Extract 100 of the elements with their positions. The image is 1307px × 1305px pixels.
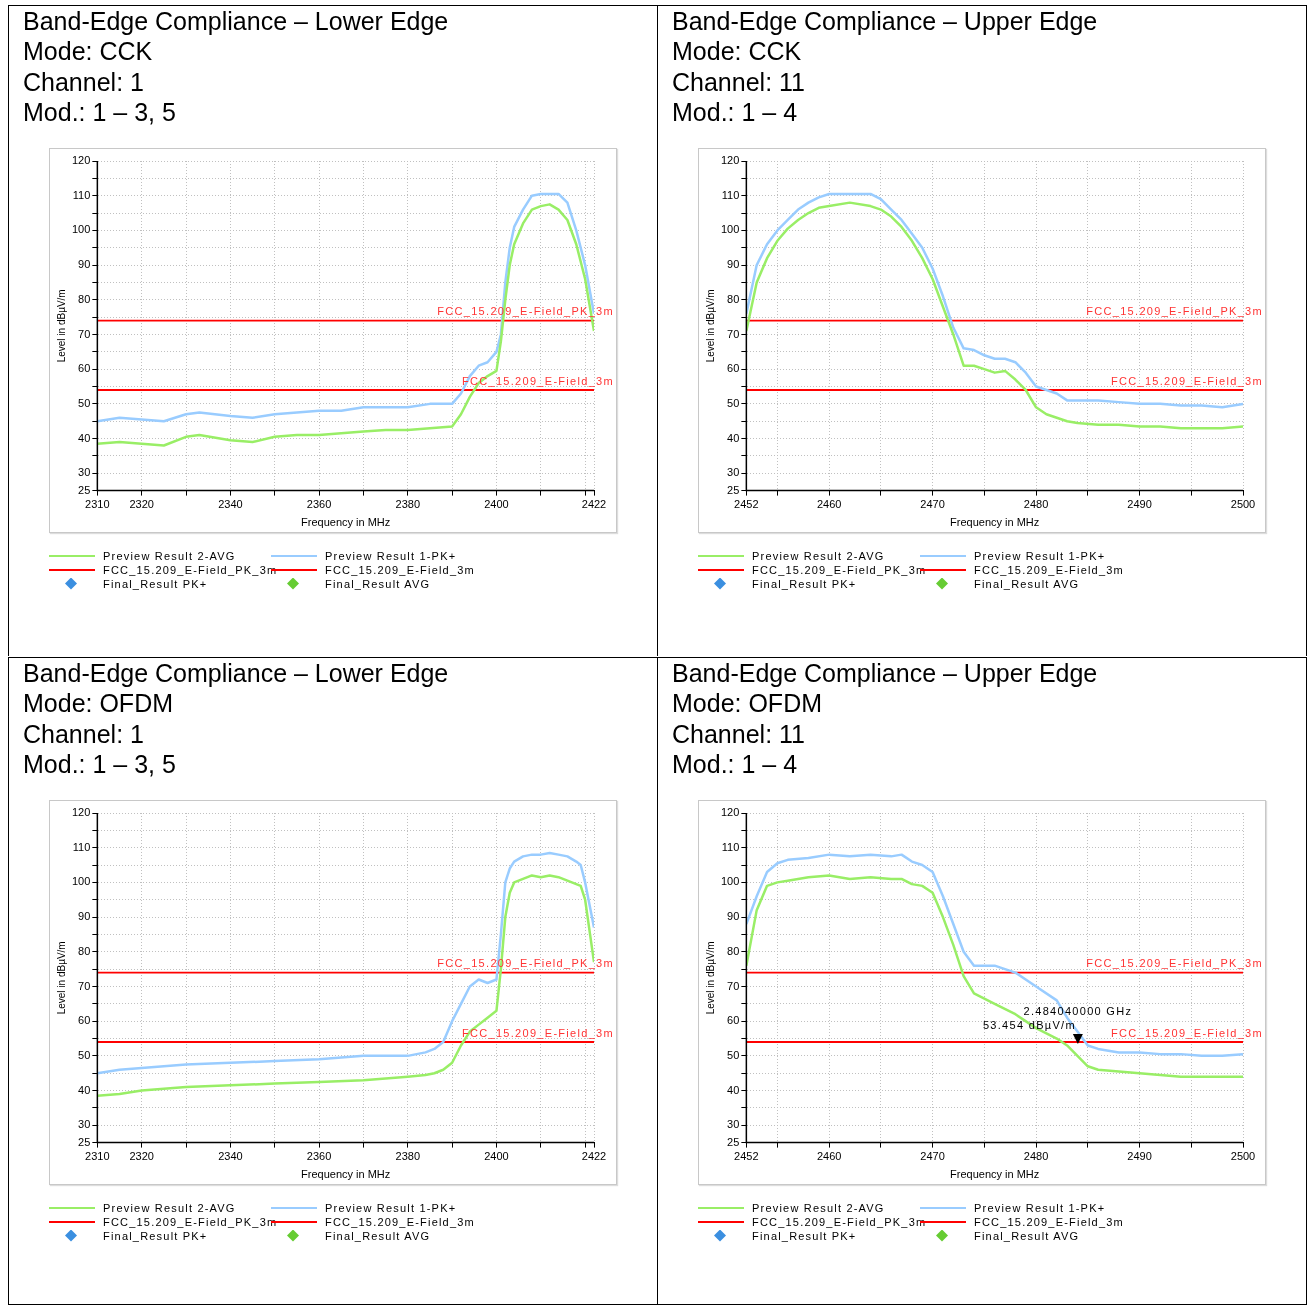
x-axis-title: Frequency in MHz bbox=[301, 1168, 391, 1181]
x-tick-label: 2490 bbox=[1127, 498, 1152, 511]
x-tick-label: 2380 bbox=[395, 1150, 420, 1163]
legend-label: Preview Result 2-AVG bbox=[752, 549, 885, 562]
y-tick-label: 120 bbox=[71, 806, 91, 819]
y-tick-label: 50 bbox=[727, 1048, 740, 1061]
x-tick-label: 2460 bbox=[816, 1150, 842, 1163]
y-tick-label: 25 bbox=[78, 483, 91, 496]
x-tick-label: 2500 bbox=[1230, 1150, 1256, 1163]
y-tick-label: 60 bbox=[727, 1014, 740, 1027]
legend-label: Final_Result AVG bbox=[325, 577, 431, 590]
chart-title: Band-Edge Compliance – Upper Edge bbox=[672, 6, 1098, 37]
legend-label: Preview Result 1-PK+ bbox=[974, 549, 1106, 562]
x-axis-title: Frequency in MHz bbox=[301, 516, 391, 529]
legend-label: FCC_15.209_E-Field_PK_3m bbox=[752, 1215, 927, 1228]
x-tick-label: 2400 bbox=[484, 498, 509, 511]
y-tick-label: 40 bbox=[727, 1083, 740, 1096]
y-tick-label: 110 bbox=[72, 840, 91, 853]
legend-label: Final_Result PK+ bbox=[752, 577, 857, 590]
annotation: FCC_15.209_E-Field_3m bbox=[1110, 374, 1263, 387]
x-tick-label: 2340 bbox=[218, 1150, 243, 1163]
y-tick-label: 80 bbox=[78, 292, 91, 305]
x-tick-label: 2310 bbox=[85, 498, 110, 511]
y-tick-label: 40 bbox=[78, 1083, 91, 1096]
legend-label: Preview Result 1-PK+ bbox=[974, 1201, 1106, 1214]
y-tick-label: 60 bbox=[78, 1014, 91, 1027]
legend-label: Preview Result 2-AVG bbox=[752, 1201, 885, 1214]
legend-label: Preview Result 2-AVG bbox=[103, 1201, 236, 1214]
x-tick-label: 2480 bbox=[1023, 498, 1049, 511]
x-tick-label: 2310 bbox=[85, 1150, 110, 1163]
annotation: FCC_15.209_E-Field_PK_3m bbox=[1086, 305, 1263, 318]
legend-label: Preview Result 2-AVG bbox=[103, 549, 236, 562]
chart-subtitle: Mode: CCK Channel: 1 Mod.: 1 – 3, 5 bbox=[23, 36, 176, 128]
y-tick-label: 30 bbox=[78, 1118, 91, 1131]
y-tick-label: 110 bbox=[721, 188, 740, 201]
x-tick-label: 2470 bbox=[920, 1150, 945, 1163]
legend-label: FCC_15.209_E-Field_PK_3m bbox=[752, 563, 927, 576]
legend-label: Final_Result AVG bbox=[325, 1229, 431, 1242]
y-tick-label: 100 bbox=[720, 875, 740, 888]
x-axis-title: Frequency in MHz bbox=[950, 1168, 1040, 1181]
y-tick-label: 120 bbox=[720, 806, 740, 819]
y-tick-label: 40 bbox=[78, 431, 91, 444]
x-tick-label: 2422 bbox=[581, 1150, 607, 1163]
y-tick-label: 110 bbox=[72, 188, 91, 201]
legend-label: Final_Result PK+ bbox=[103, 1229, 208, 1242]
y-tick-label: 25 bbox=[727, 483, 740, 496]
y-tick-label: 60 bbox=[727, 362, 740, 375]
x-tick-label: 2452 bbox=[734, 1150, 759, 1163]
y-tick-label: 100 bbox=[71, 875, 91, 888]
legend-label: FCC_15.209_E-Field_3m bbox=[974, 1215, 1124, 1228]
y-tick-label: 70 bbox=[727, 979, 740, 992]
y-tick-label: 30 bbox=[78, 466, 91, 479]
chart-subtitle: Mode: OFDM Channel: 11 Mod.: 1 – 4 bbox=[672, 688, 823, 780]
y-tick-label: 120 bbox=[71, 154, 91, 167]
chart-subtitle: Mode: CCK Channel: 11 Mod.: 1 – 4 bbox=[672, 36, 805, 128]
y-tick-label: 80 bbox=[727, 944, 740, 957]
chart-title: Band-Edge Compliance – Upper Edge bbox=[672, 658, 1098, 689]
y-tick-label: 50 bbox=[78, 396, 91, 409]
x-tick-label: 2490 bbox=[1127, 1150, 1152, 1163]
chart-title: Band-Edge Compliance – Lower Edge bbox=[23, 658, 449, 689]
x-tick-label: 2480 bbox=[1023, 1150, 1049, 1163]
y-tick-label: 50 bbox=[727, 396, 740, 409]
x-tick-label: 2500 bbox=[1230, 498, 1256, 511]
y-tick-label: 90 bbox=[727, 258, 740, 271]
x-tick-label: 2380 bbox=[395, 498, 420, 511]
x-tick-label: 2470 bbox=[920, 498, 945, 511]
legend-label: FCC_15.209_E-Field_3m bbox=[325, 1215, 475, 1228]
y-tick-label: 25 bbox=[78, 1135, 91, 1148]
y-tick-label: 80 bbox=[727, 292, 740, 305]
y-tick-label: 110 bbox=[721, 840, 740, 853]
annotation: FCC_15.209_E-Field_PK_3m bbox=[1086, 957, 1263, 970]
y-axis-title: Level in dBµV/m bbox=[55, 941, 67, 1015]
x-tick-label: 2400 bbox=[484, 1150, 509, 1163]
y-tick-label: 90 bbox=[727, 910, 740, 923]
chart-title: Band-Edge Compliance – Lower Edge bbox=[23, 6, 449, 37]
legend-label: Final_Result PK+ bbox=[103, 577, 208, 590]
x-tick-label: 2320 bbox=[129, 1150, 154, 1163]
x-tick-label: 2360 bbox=[306, 1150, 332, 1163]
x-tick-label: 2452 bbox=[734, 498, 759, 511]
x-tick-label: 2320 bbox=[129, 498, 154, 511]
x-tick-label: 2340 bbox=[218, 498, 243, 511]
y-tick-label: 80 bbox=[78, 944, 91, 957]
y-tick-label: 25 bbox=[727, 1135, 740, 1148]
y-tick-label: 100 bbox=[720, 223, 740, 236]
x-tick-label: 2360 bbox=[306, 498, 332, 511]
y-tick-label: 30 bbox=[727, 466, 740, 479]
x-tick-label: 2422 bbox=[581, 498, 607, 511]
legend-label: FCC_15.209_E-Field_PK_3m bbox=[103, 563, 278, 576]
y-tick-label: 90 bbox=[78, 910, 91, 923]
y-tick-label: 90 bbox=[78, 258, 91, 271]
x-tick-label: 2460 bbox=[816, 498, 842, 511]
y-tick-label: 70 bbox=[78, 979, 91, 992]
legend-label: FCC_15.209_E-Field_PK_3m bbox=[103, 1215, 278, 1228]
legend-label: FCC_15.209_E-Field_3m bbox=[325, 563, 475, 576]
y-tick-label: 70 bbox=[78, 327, 91, 340]
y-tick-label: 40 bbox=[727, 431, 740, 444]
legend-label: Final_Result AVG bbox=[974, 1229, 1080, 1242]
chart-subtitle: Mode: OFDM Channel: 1 Mod.: 1 – 3, 5 bbox=[23, 688, 176, 780]
legend-label: Final_Result PK+ bbox=[752, 1229, 857, 1242]
y-tick-label: 60 bbox=[78, 362, 91, 375]
